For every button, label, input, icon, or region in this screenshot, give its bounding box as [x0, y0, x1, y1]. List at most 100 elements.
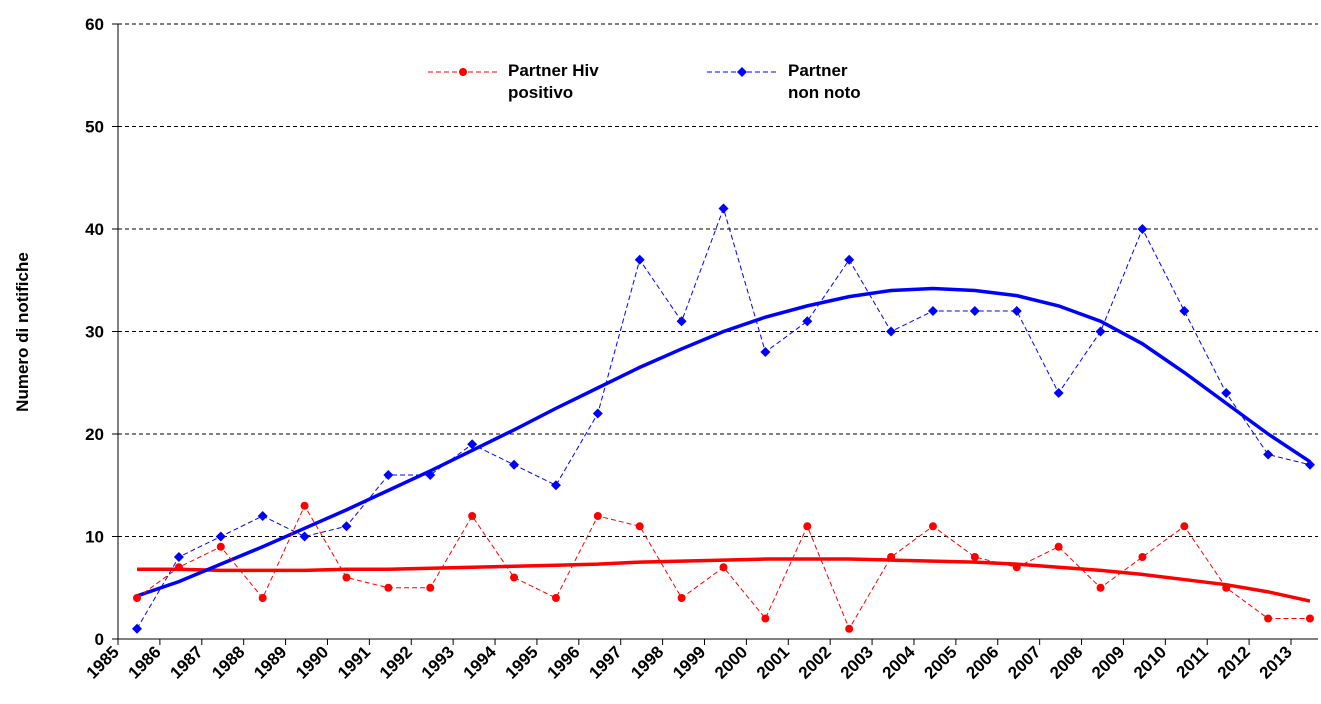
point	[1053, 388, 1064, 398]
point	[737, 67, 747, 77]
y-tick-label: 0	[95, 630, 104, 649]
point	[969, 306, 980, 316]
point	[173, 552, 184, 562]
point	[384, 583, 393, 592]
point	[299, 531, 310, 542]
point	[802, 316, 813, 327]
x-tick-label: 2003	[837, 642, 877, 682]
point	[426, 583, 435, 592]
x-tick-label: 1999	[669, 642, 709, 682]
x-tick-label: 2013	[1256, 642, 1296, 682]
x-tick-label: 2004	[879, 642, 920, 683]
point	[1012, 563, 1021, 572]
x-tick-label: 1993	[418, 642, 458, 682]
trend-line	[137, 557, 1311, 603]
point	[593, 512, 602, 520]
point	[257, 511, 268, 521]
y-axis-label: Numero di notifiche	[13, 252, 32, 412]
y-tick-label: 20	[85, 425, 104, 444]
x-tick-label: 2009	[1088, 642, 1128, 682]
point	[300, 501, 309, 510]
point	[342, 573, 351, 582]
x-tick-label: 1989	[250, 642, 290, 682]
x-tick-label: 1988	[208, 642, 248, 682]
point	[1180, 522, 1189, 531]
x-tick-label: 2005	[921, 642, 961, 682]
trend-line	[136, 286, 1311, 598]
point	[887, 553, 896, 561]
point	[635, 522, 644, 531]
x-tick-label: 2002	[795, 642, 835, 682]
point	[468, 512, 477, 520]
point	[1222, 583, 1231, 592]
y-tick-label: 10	[85, 528, 104, 547]
x-tick-label: 1992	[376, 642, 416, 682]
point	[459, 68, 467, 76]
point	[928, 522, 937, 531]
point	[592, 408, 603, 419]
y-tick-label: 60	[85, 15, 104, 34]
x-tick-label: 2011	[1173, 642, 1213, 682]
x-tick-label: 1991	[334, 642, 374, 682]
x-tick-label: 1995	[502, 642, 542, 682]
x-tick-label: 2008	[1046, 642, 1086, 682]
x-tick-label: 2010	[1130, 642, 1170, 682]
x-tick-label: 1997	[585, 642, 625, 682]
point	[510, 573, 519, 582]
point	[383, 470, 394, 480]
x-tick-label: 1994	[460, 642, 501, 683]
legend-label: Partner non noto	[788, 61, 861, 102]
point	[1221, 388, 1232, 398]
point	[1011, 306, 1022, 316]
point	[551, 594, 560, 602]
x-tick-label: 2007	[1004, 642, 1044, 682]
legend-label: Partner Hiv positivo	[508, 61, 599, 102]
point	[509, 459, 520, 470]
point	[1096, 583, 1105, 592]
x-tick-label: 2012	[1214, 642, 1254, 682]
x-tick-label: 1990	[292, 642, 332, 682]
point	[677, 594, 686, 602]
x-tick-label: 1987	[166, 642, 206, 682]
point	[1095, 326, 1106, 337]
x-tick-label: 1985	[83, 642, 123, 682]
point	[132, 623, 142, 634]
point	[215, 531, 226, 542]
x-tick-label: 2001	[753, 642, 793, 682]
x-tick-label: 1996	[543, 642, 583, 682]
point	[634, 254, 645, 265]
point	[1054, 542, 1063, 551]
x-tick-label: 2000	[711, 642, 751, 682]
point	[845, 624, 854, 633]
point	[1306, 614, 1314, 623]
point	[1137, 224, 1148, 234]
point	[803, 522, 812, 531]
y-tick-label: 30	[85, 323, 104, 342]
point	[425, 470, 436, 480]
point	[970, 553, 979, 561]
point	[676, 316, 687, 327]
point	[341, 521, 352, 532]
x-tick-label: 2006	[962, 642, 1002, 682]
point	[1305, 459, 1315, 470]
y-tick-label: 40	[85, 220, 104, 239]
point	[133, 594, 141, 602]
point	[467, 439, 478, 450]
point	[1263, 449, 1274, 460]
point	[719, 563, 728, 572]
point	[844, 254, 855, 265]
point	[1179, 306, 1190, 316]
point	[216, 542, 225, 551]
point	[761, 614, 770, 623]
point	[550, 480, 561, 491]
point	[760, 347, 771, 357]
y-tick-label: 50	[85, 118, 104, 137]
x-tick-label: 1998	[627, 642, 667, 682]
point	[927, 306, 938, 316]
point	[174, 563, 183, 572]
point	[718, 203, 729, 214]
point	[258, 594, 267, 602]
point	[1138, 553, 1147, 561]
